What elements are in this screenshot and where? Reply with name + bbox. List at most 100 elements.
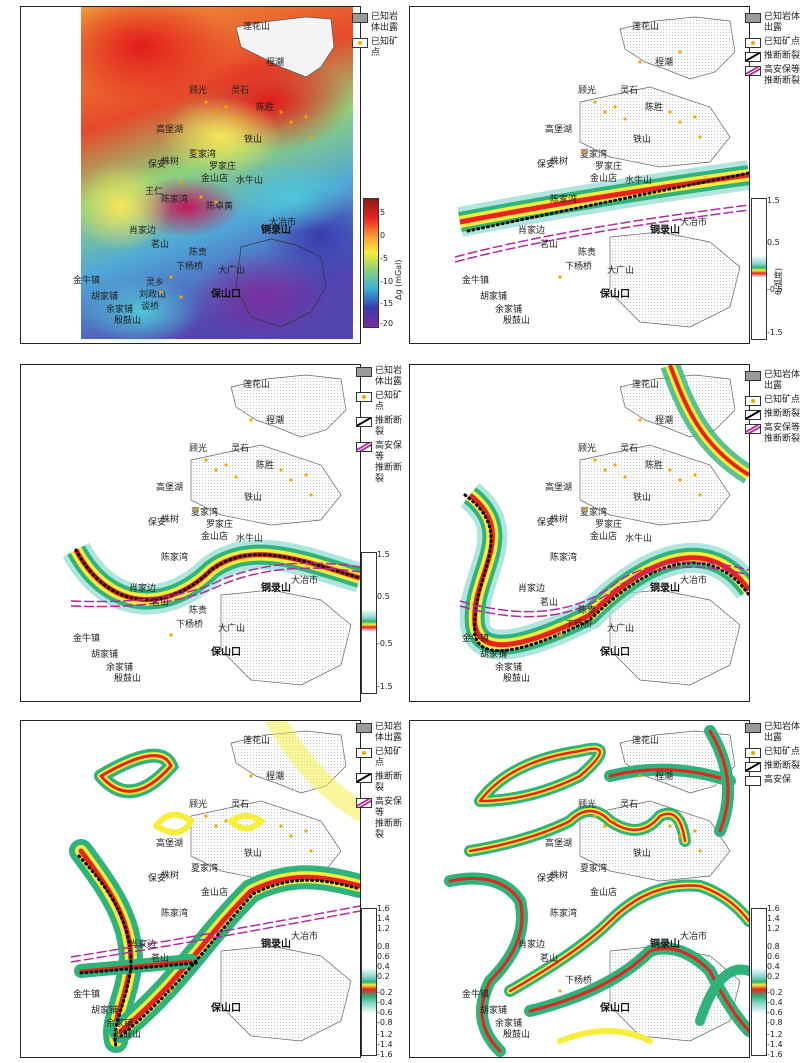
place-label: 株树 <box>161 155 179 167</box>
place-label: 茗山 <box>151 597 169 608</box>
place-label: 保山口 <box>599 645 630 658</box>
tick-label: 0.4 <box>767 962 780 971</box>
legend-fault2-label: 高安保等 推断断裂 <box>764 423 800 445</box>
legend-fault2-line1: 高安保等 <box>764 65 801 75</box>
place-label: 陈卓黄 <box>206 200 233 212</box>
legend-fault2-swatch <box>356 442 372 452</box>
place-label: 高堡湖 <box>156 837 183 849</box>
tilt-map-c: 莲花山 程潮 顾光 灵石 陈胜 高堡湖 铁山 株树 夏家湾 保安 罗家庄 金山店… <box>62 374 360 686</box>
legend-d: 已知岩体出露 已知矿点 推断断裂 高安保等 推断断裂 <box>745 370 803 448</box>
place-label: 金山店 <box>201 172 228 184</box>
place-label: 莲花山 <box>632 378 659 390</box>
lake-outline <box>609 231 741 328</box>
place-label: 莲花山 <box>243 20 270 32</box>
tick-label: 1.5 <box>767 196 780 205</box>
place-label: 莲花山 <box>632 20 659 32</box>
ore-points <box>558 50 702 279</box>
place-label: 保山口 <box>210 287 241 300</box>
tick-label: 1.5 <box>377 550 390 559</box>
place-label: 金牛镇 <box>73 274 100 286</box>
tick-label: 1.4 <box>767 914 780 923</box>
tick-label: -0.8 <box>767 1018 783 1027</box>
place-label: 胡家铺 <box>480 1004 507 1016</box>
place-label: 陈贵 <box>189 604 207 616</box>
ore-points <box>169 774 313 993</box>
place-label: 肖家边 <box>129 224 156 236</box>
tick-label: 1.6 <box>377 904 390 913</box>
place-label: 肖家边 <box>129 938 156 950</box>
legend-fault-label: 推断断裂 <box>764 409 801 419</box>
place-label: 肖家边 <box>129 582 156 594</box>
tick-label: -20 <box>380 319 394 328</box>
legend-ore-swatch <box>356 748 372 758</box>
place-label: 保安 <box>148 158 166 170</box>
tick-label: -1.5 <box>767 328 783 337</box>
legend-ore-label: 已知矿点 <box>375 747 403 768</box>
tilt-map-f: 莲花山 程潮 顾光 灵石 高堡湖 铁山 株树 夏家湾 保安 金山店 陈家湾 肖家… <box>444 725 749 1057</box>
place-label: 金牛镇 <box>73 988 100 1000</box>
legend-fault-label: 推断断裂 <box>764 51 801 61</box>
legend-ore-label: 已知矿点 <box>764 37 801 47</box>
place-label: 保安 <box>537 516 555 528</box>
place-label: 铜录山 <box>261 937 291 950</box>
legend-fault2-line2: 推断断裂 <box>764 76 801 86</box>
legend-fault2-line2: 推断断裂 <box>764 434 801 444</box>
place-label: 株树 <box>550 869 568 881</box>
place-label: 茗山 <box>540 953 558 964</box>
place-label: 胡家铺 <box>91 1004 118 1016</box>
tick-label: 1.4 <box>377 914 390 923</box>
place-label: 余家铺 <box>106 303 133 315</box>
place-label: 高堡湖 <box>545 837 572 849</box>
place-label: 下杨桥 <box>176 618 203 630</box>
tick-label: -0.6 <box>377 1008 393 1017</box>
place-label: 罗家庄 <box>206 518 233 530</box>
place-label: 水牛山 <box>625 532 652 544</box>
place-label: 下杨桥 <box>565 618 592 630</box>
legend-ore-swatch <box>745 38 761 48</box>
place-label: 陈贵 <box>578 604 596 616</box>
place-label: 王仁 <box>145 185 163 197</box>
legend-fault-label: 推断断裂 <box>764 761 801 771</box>
legend-fault2-swatch <box>745 424 761 434</box>
legend-rock-label: 已知岩体出露 <box>375 722 403 743</box>
place-label: 大冶市 <box>680 216 707 228</box>
legend-fault2-swatch <box>745 66 761 76</box>
place-label: 殷鼓山 <box>114 314 141 326</box>
place-label: 罗家庄 <box>209 160 236 172</box>
place-label: 保山口 <box>210 645 241 658</box>
tick-label: -0.5 <box>767 285 783 294</box>
place-label: 莲花山 <box>243 734 270 746</box>
place-label: 保安 <box>148 872 166 884</box>
fault-magnetic <box>70 905 360 958</box>
legend-fault-swatch <box>745 52 761 62</box>
colorbar-b <box>751 198 767 340</box>
place-label: 大冶市 <box>680 930 707 942</box>
place-label: 胡家铺 <box>91 290 118 302</box>
place-label: 灵石 <box>231 799 249 810</box>
place-label: 程潮 <box>266 414 284 426</box>
tick-label: 1.6 <box>767 904 780 913</box>
tilt-map-b: 莲花山 程潮 顾光 灵石 陈胜 高堡湖 铁山 株树 夏家湾 保安 罗家庄 金山店… <box>454 16 749 328</box>
place-label: 顾光 <box>189 798 207 810</box>
fault-magnetic <box>454 209 749 263</box>
place-label: 殷鼓山 <box>503 314 530 326</box>
place-label: 株树 <box>550 155 568 167</box>
fault-trace <box>74 548 360 601</box>
legend-ore-swatch <box>352 38 368 48</box>
legend-fault-swatch <box>745 762 761 772</box>
place-label: 金牛镇 <box>462 632 489 644</box>
legend-ore-swatch <box>745 748 761 758</box>
place-label: 陈家湾 <box>161 907 188 919</box>
place-label: 株树 <box>161 513 179 525</box>
tilt-map-d: 莲花山 程潮 顾光 灵石 陈胜 高堡湖 铁山 株树 夏家湾 保安 罗家庄 金山店… <box>459 365 749 686</box>
place-label: 大广山 <box>218 622 245 634</box>
fault-magnetic <box>459 561 749 613</box>
legend-ore-swatch <box>356 392 372 402</box>
colorbar-e <box>361 908 377 1056</box>
tick-label: 0.5 <box>767 238 780 247</box>
legend-fault-label: 推断断裂 <box>375 416 403 437</box>
place-label: 金山店 <box>590 886 617 898</box>
place-label: 程潮 <box>655 56 673 68</box>
place-label: 莲花山 <box>243 378 270 390</box>
place-label: 高堡湖 <box>156 481 183 493</box>
